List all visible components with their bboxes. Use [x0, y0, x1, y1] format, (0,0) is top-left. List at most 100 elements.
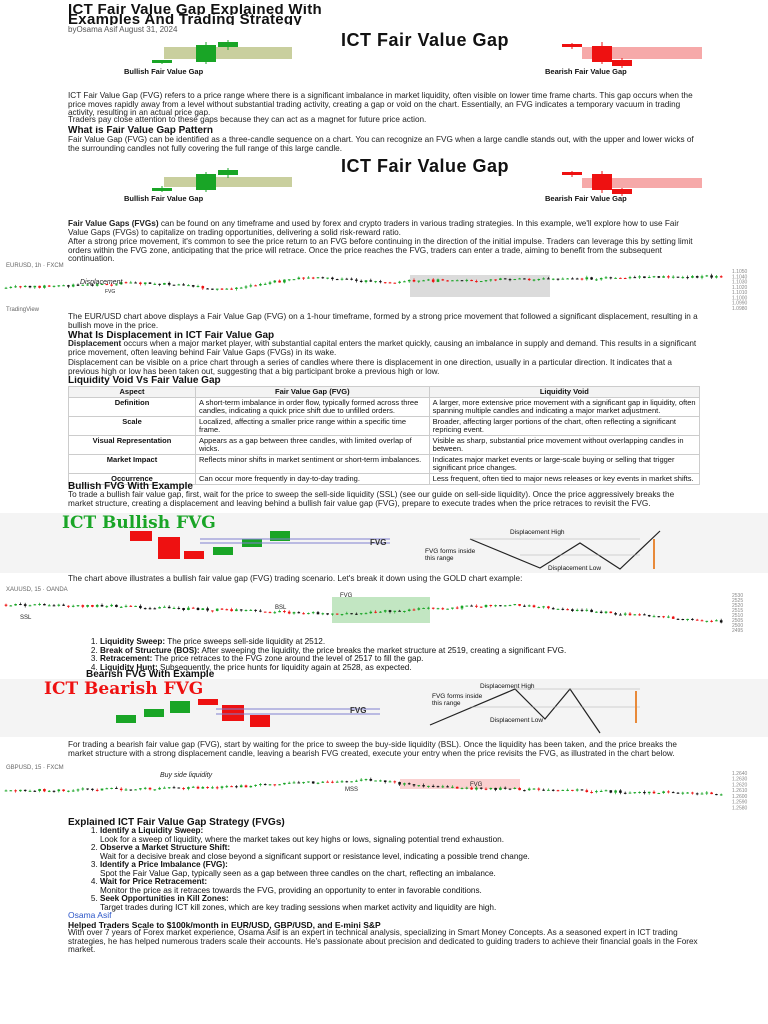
candle	[436, 607, 440, 610]
disp-low-label: Displacement Low	[490, 717, 544, 724]
axis-price-label: 2510	[732, 613, 743, 619]
candle	[52, 604, 56, 607]
candle	[225, 784, 229, 789]
candle	[158, 283, 161, 287]
candle	[95, 282, 99, 287]
markets-paragraph-1: Fair Value Gaps (FVGs) can be found on a…	[68, 220, 679, 237]
candle	[163, 605, 166, 608]
candle	[518, 603, 521, 607]
candle	[19, 789, 22, 792]
axis-price-label: 1.2620	[732, 782, 748, 788]
candle	[311, 276, 315, 280]
candle	[4, 286, 8, 289]
candle	[124, 788, 128, 791]
axis-price-label: 1.1050	[732, 269, 748, 275]
candle	[590, 608, 593, 613]
candle	[268, 783, 272, 786]
candle	[119, 281, 123, 285]
candle	[57, 285, 61, 288]
author-link[interactable]: Osama Asif	[68, 910, 112, 920]
candle	[427, 278, 430, 281]
candle	[331, 613, 334, 616]
list-item: Identify a Liquidity Sweep:Look for a sw…	[100, 826, 710, 844]
candle	[662, 615, 665, 619]
candle	[292, 780, 296, 784]
candle	[460, 605, 464, 611]
candle	[575, 608, 579, 612]
candle	[566, 277, 569, 280]
axis-price-label: 1.1020	[732, 285, 748, 291]
candle	[302, 612, 305, 615]
chart-header: EURUSD, 1h · FXCM	[6, 263, 64, 269]
candle	[551, 789, 555, 792]
candle	[407, 279, 411, 283]
candle	[355, 612, 358, 615]
chart-annotation: MSS	[345, 787, 358, 793]
candle	[249, 609, 253, 611]
candle	[278, 279, 281, 283]
candle	[28, 604, 32, 607]
candle	[614, 789, 617, 795]
candle	[134, 281, 137, 284]
candle	[206, 786, 209, 789]
candle	[100, 603, 104, 607]
candle	[52, 790, 56, 793]
candle	[566, 788, 569, 792]
candle	[676, 276, 680, 278]
candle	[62, 789, 65, 792]
candle	[595, 278, 598, 281]
candle	[537, 278, 541, 281]
candle	[571, 608, 574, 612]
list-item: Retracement: The price retraces to the F…	[100, 654, 710, 664]
article-byline: byOsama Asif August 31, 2024	[68, 25, 178, 34]
candle	[95, 788, 99, 792]
candle	[105, 605, 109, 609]
candle	[623, 791, 627, 795]
candle	[14, 789, 17, 793]
candle	[139, 281, 142, 286]
candle	[398, 609, 401, 612]
chart-annotation: FVG	[470, 782, 483, 788]
candle	[393, 282, 397, 284]
candle	[364, 778, 368, 782]
candle	[321, 612, 325, 616]
candle	[551, 278, 555, 281]
candle	[316, 610, 320, 615]
candle	[148, 787, 152, 791]
candle	[652, 790, 656, 794]
candle	[76, 605, 80, 608]
candle	[489, 787, 493, 791]
candle	[326, 780, 329, 783]
candle	[484, 604, 488, 608]
candle	[638, 275, 641, 279]
candle	[667, 615, 670, 619]
pattern-paragraph: Fair Value Gap (FVG) can be identified a…	[68, 136, 694, 153]
candle	[518, 787, 521, 791]
candle	[244, 784, 248, 788]
axis-price-label: 2525	[732, 598, 743, 604]
fvg-banner-2: ICT Fair Value Gap Bullish Fair Value Ga…	[120, 156, 730, 203]
candle	[719, 793, 723, 796]
candle	[211, 610, 214, 613]
candle	[609, 611, 613, 614]
candle	[518, 277, 521, 280]
candle	[283, 782, 286, 785]
candle	[297, 611, 301, 614]
bullish-paragraph: To trade a bullish fair value gap, first…	[68, 491, 675, 508]
candle	[196, 785, 200, 790]
candle	[532, 604, 536, 608]
candle	[575, 277, 579, 280]
candle	[76, 283, 80, 287]
candle	[686, 618, 689, 622]
candle	[148, 606, 152, 610]
candle	[547, 276, 550, 280]
candle	[225, 608, 229, 611]
banner-illustration	[152, 168, 702, 196]
candle	[542, 788, 545, 791]
candle	[47, 285, 51, 287]
candle	[643, 276, 646, 279]
candle	[705, 274, 709, 277]
candle	[153, 607, 157, 610]
candle	[57, 788, 61, 793]
